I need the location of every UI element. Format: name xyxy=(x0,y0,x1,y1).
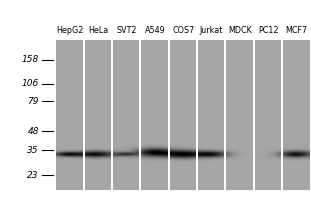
Text: Jurkat: Jurkat xyxy=(200,26,223,35)
Bar xyxy=(142,40,168,190)
Text: 35: 35 xyxy=(27,146,39,155)
Bar xyxy=(54,40,56,190)
Bar xyxy=(168,40,169,190)
Bar xyxy=(83,40,85,190)
Bar xyxy=(199,40,225,190)
Bar xyxy=(253,40,254,190)
Bar xyxy=(281,40,284,190)
Bar xyxy=(281,40,283,190)
Bar xyxy=(111,40,114,190)
Text: 158: 158 xyxy=(22,55,39,64)
Text: MCF7: MCF7 xyxy=(285,26,308,35)
Text: A549: A549 xyxy=(145,26,165,35)
Bar xyxy=(253,40,255,190)
Bar xyxy=(196,40,198,190)
Bar xyxy=(196,40,199,190)
Text: 79: 79 xyxy=(27,97,39,106)
Text: HeLa: HeLa xyxy=(88,26,108,35)
Bar xyxy=(227,40,253,190)
Bar xyxy=(54,40,57,190)
Bar xyxy=(85,40,111,190)
Bar xyxy=(170,40,196,190)
Text: SVT2: SVT2 xyxy=(116,26,137,35)
Bar xyxy=(139,40,141,190)
Text: MDCK: MDCK xyxy=(228,26,252,35)
Bar xyxy=(168,40,170,190)
Text: 106: 106 xyxy=(22,79,39,88)
Text: COS7: COS7 xyxy=(172,26,194,35)
Bar xyxy=(284,40,309,190)
Bar xyxy=(225,40,227,190)
Bar xyxy=(255,40,281,190)
Text: 48: 48 xyxy=(27,127,39,136)
Text: PC12: PC12 xyxy=(258,26,278,35)
Bar xyxy=(57,40,83,190)
Bar xyxy=(114,40,139,190)
Bar xyxy=(111,40,113,190)
Text: HepG2: HepG2 xyxy=(56,26,84,35)
Bar xyxy=(83,40,85,190)
Bar xyxy=(54,40,309,190)
Bar xyxy=(225,40,226,190)
Text: 23: 23 xyxy=(27,171,39,180)
Bar xyxy=(139,40,142,190)
